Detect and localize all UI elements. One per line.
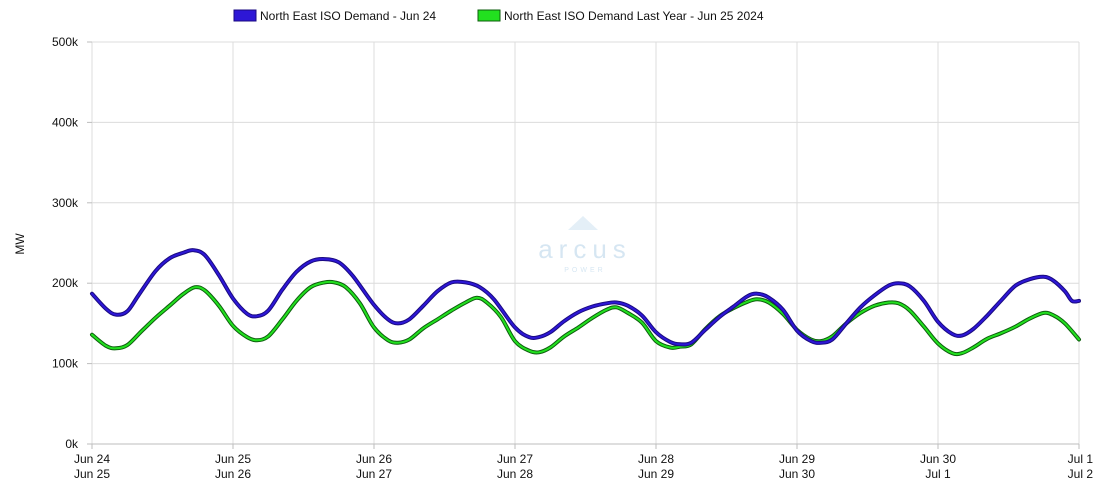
legend-label-last-year: North East ISO Demand Last Year - Jun 25… — [504, 9, 764, 23]
y-tick-label-2: 200k — [52, 276, 79, 290]
legend-label-this-year: North East ISO Demand - Jun 24 — [260, 9, 436, 23]
x-tick-label-top-2: Jun 26 — [356, 452, 392, 466]
y-axis-title: MW — [13, 233, 27, 255]
series-0 — [90, 248, 1081, 347]
x-tick-label-top-1: Jun 25 — [215, 452, 251, 466]
y-tick-label-4: 400k — [52, 115, 79, 129]
legend-item-last-year[interactable]: North East ISO Demand Last Year - Jun 25… — [477, 9, 764, 23]
y-tick-label-5: 500k — [52, 35, 79, 49]
x-tick-label-bottom-5: Jun 30 — [779, 467, 815, 481]
series-1-line[interactable] — [91, 280, 1080, 356]
x-tick-label-bottom-3: Jun 28 — [497, 467, 533, 481]
y-tick-label-3: 300k — [52, 196, 79, 210]
series-1-outline — [90, 279, 1081, 357]
series-layer — [90, 248, 1081, 357]
legend-item-this-year[interactable]: North East ISO Demand - Jun 24 — [233, 9, 436, 23]
watermark-logo-icon — [568, 216, 598, 230]
x-tick-label-top-0: Jun 24 — [74, 452, 110, 466]
x-tick-label-top-6: Jun 30 — [920, 452, 956, 466]
x-tick-label-top-5: Jun 29 — [779, 452, 815, 466]
y-tick-label-0: 0k — [65, 437, 79, 451]
x-tick-label-bottom-2: Jun 27 — [356, 467, 392, 481]
axes — [87, 41, 1080, 449]
grid — [91, 41, 1080, 445]
series-0-line[interactable] — [91, 249, 1080, 346]
series-1 — [90, 279, 1081, 357]
x-tick-label-top-7: Jul 1 — [1068, 452, 1094, 466]
y-tick-label-1: 100k — [52, 357, 79, 371]
watermark-sub: POWER — [564, 267, 605, 274]
x-tick-label-top-3: Jun 27 — [497, 452, 533, 466]
watermark-brand: arcus — [538, 234, 632, 264]
x-tick-label-bottom-4: Jun 29 — [638, 467, 674, 481]
legend: North East ISO Demand - Jun 24 North Eas… — [233, 9, 764, 23]
legend-swatch-this-year — [233, 9, 257, 22]
x-tick-label-bottom-0: Jun 25 — [74, 467, 110, 481]
legend-swatch-last-year — [477, 9, 501, 22]
x-tick-label-bottom-1: Jun 26 — [215, 467, 251, 481]
y-tick-labels: 0k 100k 200k 300k 400k 500k — [52, 35, 79, 451]
arcus-power-watermark: arcus POWER — [538, 216, 632, 274]
x-tick-label-bottom-6: Jul 1 — [925, 467, 951, 481]
x-tick-label-top-4: Jun 28 — [638, 452, 674, 466]
x-tick-label-bottom-7: Jul 2 — [1068, 467, 1094, 481]
